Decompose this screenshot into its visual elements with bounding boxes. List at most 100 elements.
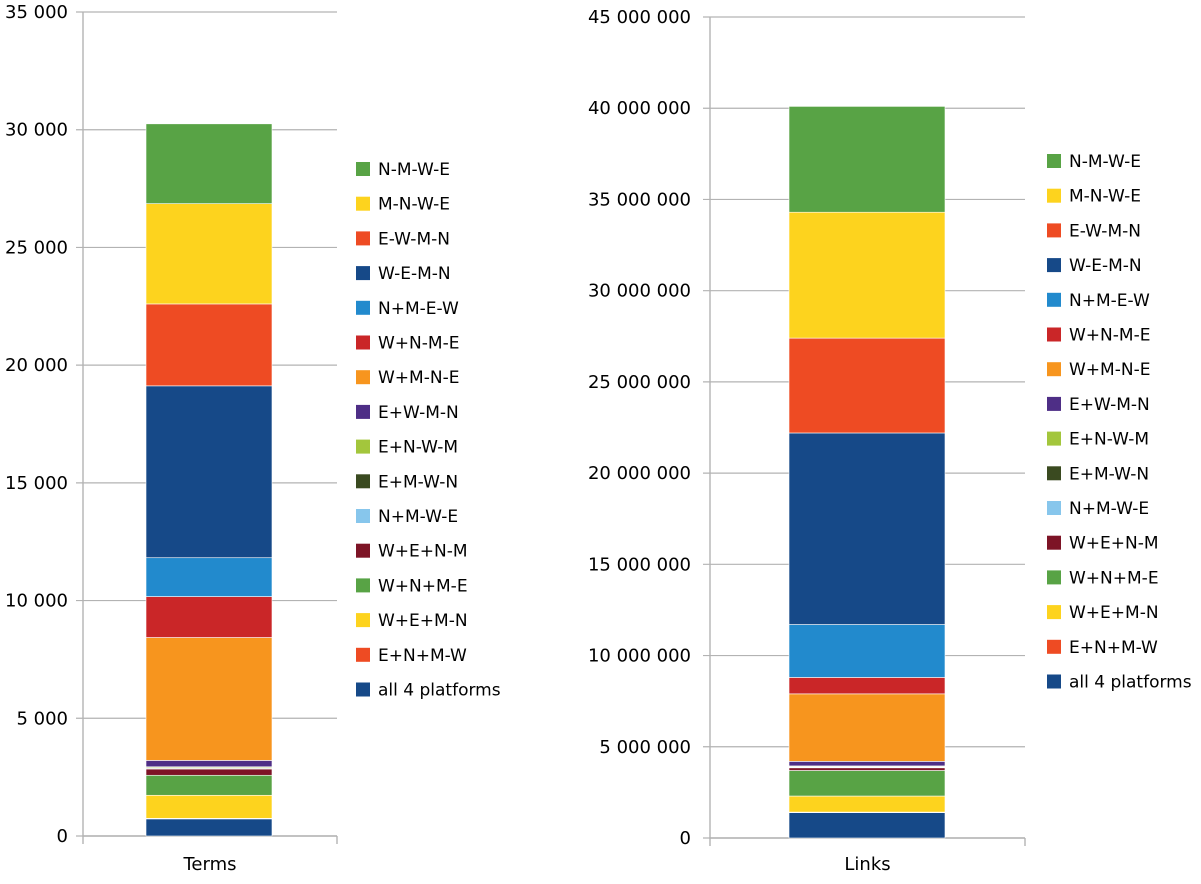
legend-label: E+M-W-N: [1069, 464, 1149, 484]
category-label: Links: [844, 854, 890, 875]
bar-segment-wplus-eplus-n-m: [788, 767, 946, 771]
legend-swatch: [1047, 396, 1061, 411]
y-tick-label: 20 000 000: [588, 463, 691, 484]
y-tick-label: 40 000 000: [588, 98, 691, 119]
y-tick-label: 30 000 000: [588, 281, 691, 302]
legend-swatch: [356, 300, 370, 315]
legend-swatch: [356, 613, 370, 628]
bar-segment-wplus-nplus-m-e: [788, 770, 946, 797]
bar-segment-e-w-m-n: [788, 337, 946, 434]
legend-label: W+E+M-N: [1069, 603, 1159, 623]
legend-swatch: [1047, 605, 1061, 620]
legend-swatch: [356, 682, 370, 697]
y-tick-label: 25 000: [5, 237, 68, 258]
bar-segment-eplus-w-m-n: [788, 761, 946, 767]
legend-swatch: [356, 543, 370, 558]
legend-label: M-N-W-E: [378, 195, 450, 215]
bar-segment-w-e-m-n: [788, 432, 946, 625]
bar-segment-wplus-n-m-e: [145, 596, 273, 638]
chart-1: 0 5 000 10 000 15 000 20 000 25 000 30 000 35 0…: [5, 2, 501, 875]
y-tick-label: 0: [680, 828, 691, 849]
legend-label: W+N+M-E: [378, 576, 468, 596]
legend-swatch: [356, 404, 370, 419]
legend-label: E+N-W-M: [1069, 430, 1149, 450]
y-tick-label: 30 000: [5, 120, 68, 141]
y-tick-label: 10 000: [5, 591, 68, 612]
bar-segment-n-m-w-e: [145, 123, 273, 204]
bar-segment-m-n-w-e: [145, 203, 273, 305]
chart-2: 0 5 000 000 10 000 000 15 000 000 20 000 000…: [588, 7, 1192, 875]
legend-swatch: [1047, 570, 1061, 585]
legend-swatch: [356, 266, 370, 281]
legend-swatch: [356, 578, 370, 593]
legend: N-M-W-E M-N-W-E E-W-M-N W-E-M-N N+M-E-W W+N-M…: [1047, 152, 1192, 693]
bar-segment-w-e-m-n: [145, 385, 273, 559]
legend-label: W+E+M-N: [378, 611, 468, 631]
y-tick-label: 15 000: [5, 473, 68, 494]
legend-label: N-M-W-E: [1069, 152, 1141, 172]
legend-swatch: [356, 647, 370, 662]
legend-label: E+N-W-M: [378, 438, 458, 458]
legend-swatch: [356, 162, 370, 176]
legend-swatch: [356, 439, 370, 454]
bar-segment-wplus-m-n-e: [145, 637, 273, 761]
bar-segment-wplus-eplus-m-n: [788, 795, 946, 813]
y-tick-label: 35 000 000: [588, 189, 691, 210]
legend-swatch: [356, 370, 370, 385]
legend-label: W+N+M-E: [1069, 568, 1159, 588]
legend-swatch: [1047, 639, 1061, 654]
legend-label: E+N+M-W: [378, 646, 467, 666]
bar-segment-all-4-platforms: [788, 812, 946, 839]
legend-swatch: [1047, 674, 1061, 689]
bar-segment-wplus-n-m-e: [788, 677, 946, 695]
legend-label: N-M-W-E: [378, 160, 450, 180]
legend-swatch: [1047, 327, 1061, 342]
legend-label: all 4 platforms: [1069, 673, 1192, 693]
legend-label: N+M-W-E: [1069, 499, 1149, 519]
legend-swatch: [356, 509, 370, 523]
legend-swatch: [1047, 362, 1061, 377]
legend-label: E+N+M-W: [1069, 638, 1158, 658]
legend-label: M-N-W-E: [1069, 187, 1141, 207]
y-tick-label: 5 000 000: [599, 737, 691, 758]
y-tick-label: 35 000: [5, 2, 68, 23]
bar-segment-wplus-nplus-m-e: [145, 774, 273, 796]
bar-segment-nplus-m-e-w: [145, 557, 273, 597]
y-tick-label: 15 000 000: [588, 554, 691, 575]
legend-swatch: [1047, 188, 1061, 203]
legend: N-M-W-E M-N-W-E E-W-M-N W-E-M-N N+M-E-W W+N-M…: [356, 160, 501, 701]
legend-label: all 4 platforms: [378, 681, 501, 701]
legend-swatch: [356, 474, 370, 489]
y-tick-label: 20 000: [5, 355, 68, 376]
y-tick-label: 10 000 000: [588, 646, 691, 667]
legend-swatch: [1047, 535, 1061, 550]
legend-label: E-W-M-N: [1069, 221, 1141, 241]
legend-label: W+E+N-M: [378, 542, 468, 562]
legend-swatch: [1047, 223, 1061, 238]
bar-segment-e-w-m-n: [145, 303, 273, 387]
legend-label: N+M-W-E: [378, 507, 458, 527]
legend-label: E+M-W-N: [378, 472, 458, 492]
bar-segment-wplus-eplus-m-n: [145, 794, 273, 819]
legend-label: W+M-N-E: [1069, 360, 1150, 380]
legend-label: N+M-E-W: [378, 299, 459, 319]
legend-label: E-W-M-N: [378, 229, 450, 249]
y-tick-label: 0: [57, 826, 68, 847]
legend-swatch: [1047, 258, 1061, 273]
legend-swatch: [1047, 466, 1061, 481]
legend-swatch: [1047, 292, 1061, 307]
legend-label: N+M-E-W: [1069, 291, 1150, 311]
legend-label: W+M-N-E: [378, 368, 459, 388]
bar-segment-eplus-w-m-n: [145, 760, 273, 768]
bar-segment-wplus-eplus-n-m: [145, 768, 273, 776]
legend-swatch: [356, 196, 370, 211]
bar-segment-all-4-platforms: [145, 818, 273, 837]
legend-label: E+W-M-N: [378, 403, 459, 423]
legend-swatch: [1047, 431, 1061, 446]
legend-label: W-E-M-N: [1069, 256, 1142, 276]
legend-label: W+N-M-E: [1069, 326, 1150, 346]
legend-swatch: [1047, 154, 1061, 168]
y-tick-label: 25 000 000: [588, 372, 691, 393]
